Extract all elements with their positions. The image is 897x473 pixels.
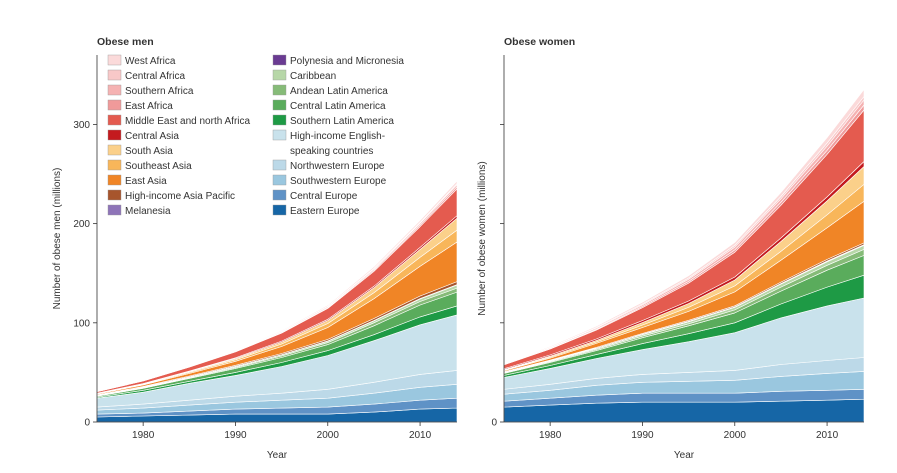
legend-item-central-africa: Central Africa xyxy=(107,69,185,82)
legend-label: Central Europe xyxy=(290,191,358,202)
legend-label: Southeast Asia xyxy=(125,161,192,172)
legend-label: Northwestern Europe xyxy=(290,161,385,172)
y-tick-label: 200 xyxy=(73,219,90,230)
legend-label: East Asia xyxy=(125,176,167,187)
legend-label: Central Asia xyxy=(125,131,179,142)
legend-item-east-asia: East Asia xyxy=(107,174,167,187)
area-west-africa xyxy=(503,89,865,364)
legend-label: Andean Latin America xyxy=(290,86,388,97)
legend-label: Central Africa xyxy=(125,71,185,82)
legend-item-southwestern-europe: Southwestern Europe xyxy=(272,174,387,187)
chart-title: Obese men xyxy=(97,36,154,48)
x-tick-label: 2010 xyxy=(409,430,432,441)
legend-swatch xyxy=(107,189,122,201)
y-tick-label: 300 xyxy=(73,120,90,131)
legend-swatch xyxy=(272,84,287,96)
legend-swatch xyxy=(107,144,122,156)
legend-swatch xyxy=(107,159,122,171)
legend-swatch xyxy=(272,174,287,186)
y-tick-label: 0 xyxy=(84,418,90,429)
legend-item-high-income-english-speaking-countries: High-income English-speaking countries xyxy=(272,129,385,157)
legend-label: Melanesia xyxy=(125,206,171,217)
legend-swatch xyxy=(107,99,122,111)
legend-item-central-asia: Central Asia xyxy=(107,129,179,142)
legend-label: speaking countries xyxy=(290,146,373,157)
area-west-africa xyxy=(96,180,458,392)
legend-label: Southern Africa xyxy=(125,86,194,97)
legend-label: Polynesia and Micronesia xyxy=(290,56,404,67)
legend-item-east-africa: East Africa xyxy=(107,99,173,112)
y-tick-label: 100 xyxy=(73,318,90,329)
legend-label: Caribbean xyxy=(290,71,336,82)
y-axis-label: Number of obese women (millions) xyxy=(477,161,488,316)
legend-item-eastern-europe: Eastern Europe xyxy=(272,204,360,217)
legend-swatch xyxy=(272,99,287,111)
legend-item-caribbean: Caribbean xyxy=(272,69,336,82)
legend-label: Central Latin America xyxy=(290,101,386,112)
x-tick-label: 1990 xyxy=(224,430,247,441)
legend-label: Southwestern Europe xyxy=(290,176,387,187)
x-tick-label: 1980 xyxy=(132,430,155,441)
legend-item-middle-east-and-north-africa: Middle East and north Africa xyxy=(107,114,251,127)
legend-label: South Asia xyxy=(125,146,173,157)
legend-item-central-europe: Central Europe xyxy=(272,189,358,202)
legend-swatch xyxy=(272,54,287,66)
legend-item-southeast-asia: Southeast Asia xyxy=(107,159,192,172)
obese-women-panel: Obese women 0 1980 1990 2000 2010 Year Number o… xyxy=(477,36,865,461)
obese-men-panel: Obese men 0 100 200 300 1980 1990 2000 2010 Year N… xyxy=(52,36,458,461)
legend-item-southern-africa: Southern Africa xyxy=(107,84,194,97)
legend-label: High-income English- xyxy=(290,131,385,142)
legend-item-andean-latin-america: Andean Latin America xyxy=(272,84,388,97)
legend-item-polynesia-and-micronesia: Polynesia and Micronesia xyxy=(272,54,404,67)
legend-swatch xyxy=(272,204,287,216)
legend-swatch xyxy=(107,129,122,141)
x-tick-label: 2010 xyxy=(816,430,839,441)
x-axis-label: Year xyxy=(267,450,288,461)
x-tick-label: 2000 xyxy=(724,430,747,441)
stacked-areas xyxy=(503,89,865,423)
x-tick-label: 2000 xyxy=(317,430,340,441)
legend-item-melanesia: Melanesia xyxy=(107,204,171,217)
legend-item-southern-latin-america: Southern Latin America xyxy=(272,114,394,127)
legend-item-northwestern-europe: Northwestern Europe xyxy=(272,159,385,172)
legend-swatch xyxy=(107,54,122,66)
legend-swatch xyxy=(107,204,122,216)
legend-label: High-income Asia Pacific xyxy=(125,191,235,202)
legend-swatch xyxy=(272,129,287,141)
legend-label: Southern Latin America xyxy=(290,116,394,127)
legend-label: West Africa xyxy=(125,56,176,67)
x-axis-label: Year xyxy=(674,450,695,461)
legend-item-west-africa: West Africa xyxy=(107,54,176,67)
legend-item-high-income-asia-pacific: High-income Asia Pacific xyxy=(107,189,235,202)
y-axis-label: Number of obese men (millions) xyxy=(52,168,63,310)
legend-swatch xyxy=(107,69,122,81)
legend-swatch xyxy=(272,69,287,81)
legend-swatch xyxy=(107,84,122,96)
legend-item-central-latin-america: Central Latin America xyxy=(272,99,386,112)
legend-swatch xyxy=(272,189,287,201)
chart-title: Obese women xyxy=(504,36,575,48)
legend-swatch xyxy=(107,114,122,126)
legend-swatch xyxy=(107,174,122,186)
legend-swatch xyxy=(272,114,287,126)
y-tick-label: 0 xyxy=(491,418,497,429)
legend-label: Eastern Europe xyxy=(290,206,360,217)
legend-swatch xyxy=(272,159,287,171)
legend-label: East Africa xyxy=(125,101,173,112)
legend-label: Middle East and north Africa xyxy=(125,116,251,127)
legend-item-south-asia: South Asia xyxy=(107,144,173,157)
legend: West Africa Central Africa Southern Africa… xyxy=(107,54,404,217)
x-tick-label: 1990 xyxy=(631,430,654,441)
stacked-areas xyxy=(96,180,458,423)
x-tick-label: 1980 xyxy=(539,430,562,441)
